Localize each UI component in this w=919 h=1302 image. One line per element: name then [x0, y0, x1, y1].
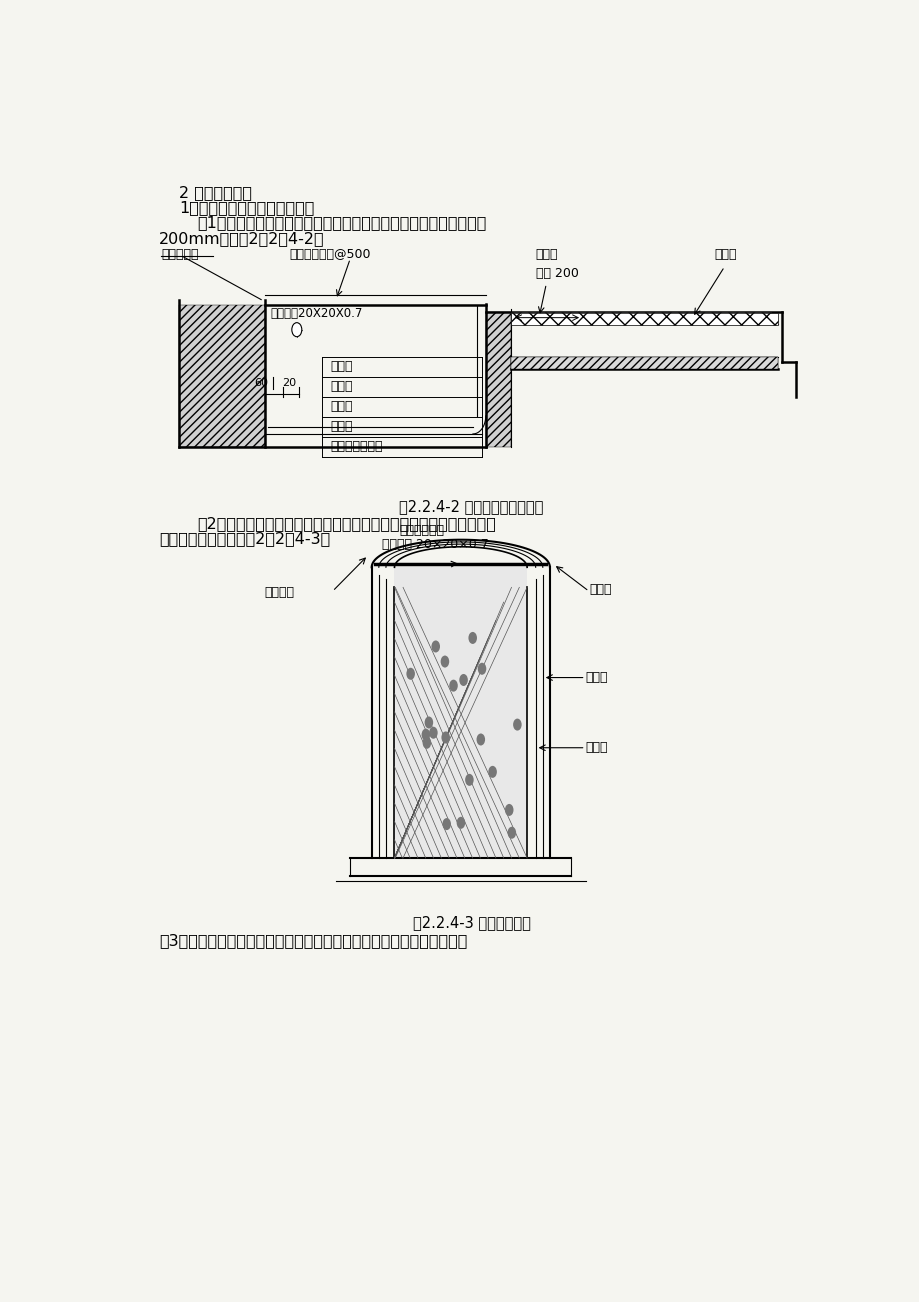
Circle shape [422, 737, 431, 749]
Text: 水泥钉或射钉: 水泥钉或射钉 [399, 525, 444, 538]
Text: 密封材料: 密封材料 [265, 586, 294, 599]
Bar [179, 305, 265, 447]
Circle shape [442, 818, 450, 831]
Text: 空铺 200: 空铺 200 [535, 267, 578, 280]
Bar [510, 312, 777, 324]
Bar [394, 568, 527, 858]
Circle shape [428, 727, 437, 738]
Text: 防水层: 防水层 [330, 361, 353, 374]
Bar [510, 357, 777, 368]
Bar [485, 311, 510, 447]
Text: 保温层: 保温层 [713, 249, 735, 262]
Circle shape [425, 716, 433, 729]
Text: 防水层: 防水层 [585, 671, 607, 684]
Bar [510, 357, 777, 368]
Text: 附加层: 附加层 [330, 380, 353, 393]
Text: 60: 60 [254, 378, 268, 388]
Circle shape [476, 733, 484, 746]
Text: 镀锌垫片 20×20×0.7: 镀锌垫片 20×20×0.7 [382, 538, 489, 551]
Text: 1）天沟、沟槽的防水构造做法: 1）天沟、沟槽的防水构造做法 [179, 201, 314, 215]
Circle shape [513, 719, 521, 730]
Text: 塑料膨胀钉固定。见图2．2．4-3。: 塑料膨胀钉固定。见图2．2．4-3。 [159, 531, 330, 547]
Text: （1）天沟、檐沟与屋面交接处的附加层宜空铺，空铺宽度不应小于: （1）天沟、檐沟与屋面交接处的附加层宜空铺，空铺宽度不应小于 [197, 215, 486, 230]
Text: 水泥钉或射钉@500: 水泥钉或射钉@500 [289, 249, 370, 262]
Circle shape [505, 803, 513, 816]
Circle shape [468, 631, 476, 644]
Circle shape [488, 766, 496, 777]
Text: 找平层: 找平层 [330, 401, 353, 413]
Text: 钢压条: 钢压条 [588, 583, 611, 596]
Circle shape [421, 729, 430, 741]
Text: 钢筋混凝土槽沟: 钢筋混凝土槽沟 [330, 440, 382, 453]
Text: 图2.2.4-3 檐沟卷材收头: 图2.2.4-3 檐沟卷材收头 [412, 915, 530, 930]
Bar [510, 311, 770, 324]
Text: （2）卷材防水层应有沟底翻上至沟外檐顶部，卷材收头应用水泥钉或: （2）卷材防水层应有沟底翻上至沟外檐顶部，卷材收头应用水泥钉或 [197, 516, 495, 531]
Circle shape [291, 323, 301, 337]
Text: 图2.2.4-2 天沟、檐沟防水构造: 图2.2.4-2 天沟、檐沟防水构造 [399, 499, 543, 514]
Circle shape [477, 663, 486, 674]
Text: 200mm。见图2．2．4-2。: 200mm。见图2．2．4-2。 [159, 232, 324, 246]
Text: 2 细部构造做法: 2 细部构造做法 [179, 185, 252, 201]
Text: （3）高低跨内排水天沟与立墙交接处，应采取变形能力强的密封处理。: （3）高低跨内排水天沟与立墙交接处，应采取变形能力强的密封处理。 [159, 934, 467, 948]
Text: 附加层: 附加层 [535, 249, 558, 262]
Circle shape [507, 827, 516, 838]
Circle shape [406, 668, 414, 680]
Circle shape [465, 773, 473, 786]
Text: 附加层: 附加层 [585, 741, 607, 754]
Circle shape [440, 655, 448, 668]
Text: 密封膏封严: 密封膏封严 [161, 249, 199, 262]
Circle shape [456, 816, 465, 829]
Circle shape [431, 641, 439, 652]
Text: 20: 20 [282, 378, 296, 388]
Circle shape [441, 732, 449, 743]
Circle shape [459, 674, 468, 686]
Text: 镀锌垫片20X20X0.7: 镀锌垫片20X20X0.7 [270, 307, 362, 319]
Text: 找坡层: 找坡层 [330, 421, 353, 434]
Circle shape [448, 680, 458, 691]
